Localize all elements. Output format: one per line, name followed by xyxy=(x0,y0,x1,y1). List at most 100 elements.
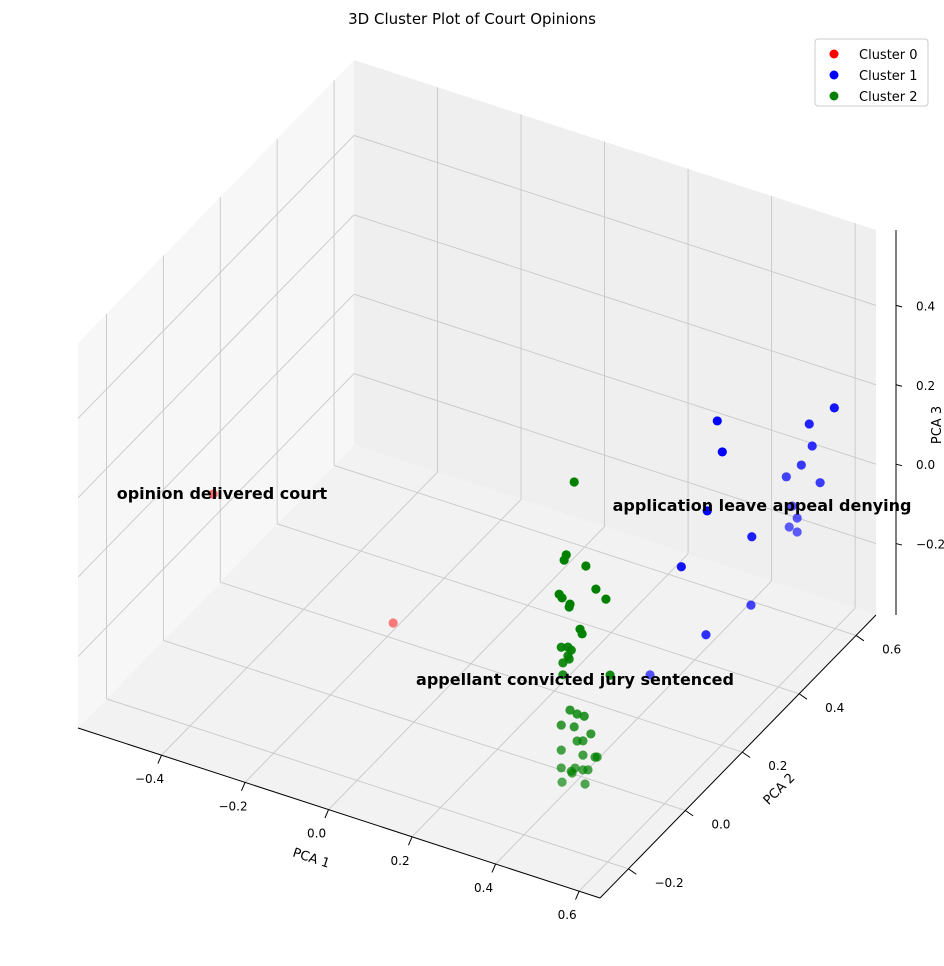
z-tick-label: −0.2 xyxy=(916,538,944,552)
grid-line-y xyxy=(163,640,686,811)
x-tick-label: 0.2 xyxy=(391,854,410,868)
data-point-cluster-1 xyxy=(815,478,825,488)
grid-line-z xyxy=(77,293,355,578)
data-point-cluster-2 xyxy=(556,745,566,755)
x-tick-mark xyxy=(491,863,497,873)
grid-line-z xyxy=(353,373,877,544)
x-tick-mark xyxy=(408,836,413,846)
x-tick-mark xyxy=(324,809,330,819)
data-point-cluster-2 xyxy=(569,477,579,487)
x-tick-mark xyxy=(240,782,246,791)
grid-line-x xyxy=(578,607,856,892)
data-point-cluster-2 xyxy=(591,584,601,594)
grid-line-y xyxy=(106,698,629,870)
legend: Cluster 0 Cluster 1 Cluster 2 xyxy=(814,38,929,107)
data-point-cluster-2 xyxy=(558,670,568,680)
left-wall-pane xyxy=(78,60,354,728)
data-point-cluster-1 xyxy=(746,600,756,610)
legend-marker-2 xyxy=(829,91,839,101)
z-tick-mark xyxy=(895,543,903,546)
grid-line-x xyxy=(495,580,772,865)
legend-label: Cluster 0 xyxy=(859,48,918,63)
x-tick-label: 0.4 xyxy=(474,881,493,895)
grid-line-y xyxy=(220,581,743,753)
data-point-cluster-2 xyxy=(577,629,587,639)
data-point-cluster-1 xyxy=(712,416,722,426)
data-point-cluster-2 xyxy=(583,765,593,775)
data-point-cluster-0 xyxy=(388,618,398,628)
data-point-cluster-1 xyxy=(676,562,686,572)
legend-label: Cluster 1 xyxy=(859,69,918,84)
x-tick-label: 0.0 xyxy=(307,827,326,841)
data-point-cluster-1 xyxy=(792,513,802,523)
x-tick-mark xyxy=(575,891,580,900)
y-tick-label: 0.0 xyxy=(711,817,730,831)
z-tick-mark xyxy=(895,384,903,387)
data-point-cluster-1 xyxy=(747,532,757,542)
data-point-cluster-2 xyxy=(556,642,566,652)
chart-title: 3D Cluster Plot of Court Opinions xyxy=(348,10,596,28)
data-point-cluster-1 xyxy=(787,501,797,511)
z-axis-label: PCA 3 xyxy=(930,406,944,444)
axis-lines: −0.4 −0.2 0.0 0.2 0.4 0.6 −0.2 0.0 0.2 0.4 0.6 −0.2… xyxy=(77,230,944,922)
data-point-cluster-1 xyxy=(701,630,711,640)
z-tick-mark xyxy=(895,304,903,308)
data-point-cluster-1 xyxy=(829,403,839,413)
data-point-cluster-1 xyxy=(781,472,791,482)
grid-line-z xyxy=(353,214,877,386)
data-point-cluster-2 xyxy=(565,599,575,609)
data-point-cluster-2 xyxy=(578,750,588,760)
data-point-cluster-1 xyxy=(645,670,655,680)
legend-marker-1 xyxy=(829,70,839,80)
data-point-cluster-1 xyxy=(804,419,814,429)
grid-line-z xyxy=(77,214,355,499)
data-point-cluster-1 xyxy=(796,460,806,470)
data-point-cluster-0 xyxy=(208,489,218,499)
data-point-cluster-2 xyxy=(579,711,589,721)
y-tick-label: 0.4 xyxy=(825,701,844,715)
data-point-cluster-1 xyxy=(807,441,817,451)
z-tick-label: 0.2 xyxy=(916,379,935,393)
data-point-cluster-1 xyxy=(792,527,802,537)
y-tick-label: 0.6 xyxy=(882,642,901,656)
grid-line-x xyxy=(161,471,438,756)
data-point-cluster-2 xyxy=(569,722,579,732)
grid-line-x xyxy=(328,526,605,810)
data-point-cluster-1 xyxy=(717,447,727,457)
data-point-cluster-2 xyxy=(592,752,602,762)
floor-pane xyxy=(78,445,876,898)
grid-line-x xyxy=(244,499,522,783)
z-tick-mark xyxy=(895,463,903,467)
y-tick-mark xyxy=(628,868,637,875)
grid-line-y xyxy=(277,523,800,695)
data-point-cluster-2 xyxy=(580,779,590,789)
grid-lines xyxy=(77,80,877,892)
grid-line-y xyxy=(333,464,857,636)
z-tick-label: 0.4 xyxy=(916,299,935,313)
data-points xyxy=(208,403,839,789)
annotations: opinion delivered court application leave… xyxy=(117,484,912,689)
cluster-annotation: application leave appeal denying xyxy=(613,496,912,515)
data-point-cluster-2 xyxy=(586,729,596,739)
data-point-cluster-2 xyxy=(557,593,567,603)
grid-line-z xyxy=(77,373,355,657)
z-tick-label: 0.0 xyxy=(916,458,935,472)
y-tick-label: −0.2 xyxy=(654,876,683,890)
y-tick-mark xyxy=(798,693,808,700)
x-tick-mark xyxy=(157,755,162,764)
data-point-cluster-2 xyxy=(556,720,566,730)
grid-line-z xyxy=(77,135,355,419)
data-point-cluster-2 xyxy=(601,594,611,604)
data-point-cluster-2 xyxy=(566,645,576,655)
cluster-annotation: opinion delivered court xyxy=(117,484,328,503)
y-tick-label: 0.2 xyxy=(768,759,787,773)
data-point-cluster-2 xyxy=(564,654,574,664)
data-point-cluster-2 xyxy=(581,561,591,571)
data-point-cluster-2 xyxy=(565,705,575,715)
x-axis-label: PCA 1 xyxy=(291,846,332,872)
data-point-cluster-1 xyxy=(784,522,794,532)
data-point-cluster-2 xyxy=(572,709,582,719)
y-tick-mark xyxy=(741,751,751,758)
grid-line-z xyxy=(353,293,877,465)
